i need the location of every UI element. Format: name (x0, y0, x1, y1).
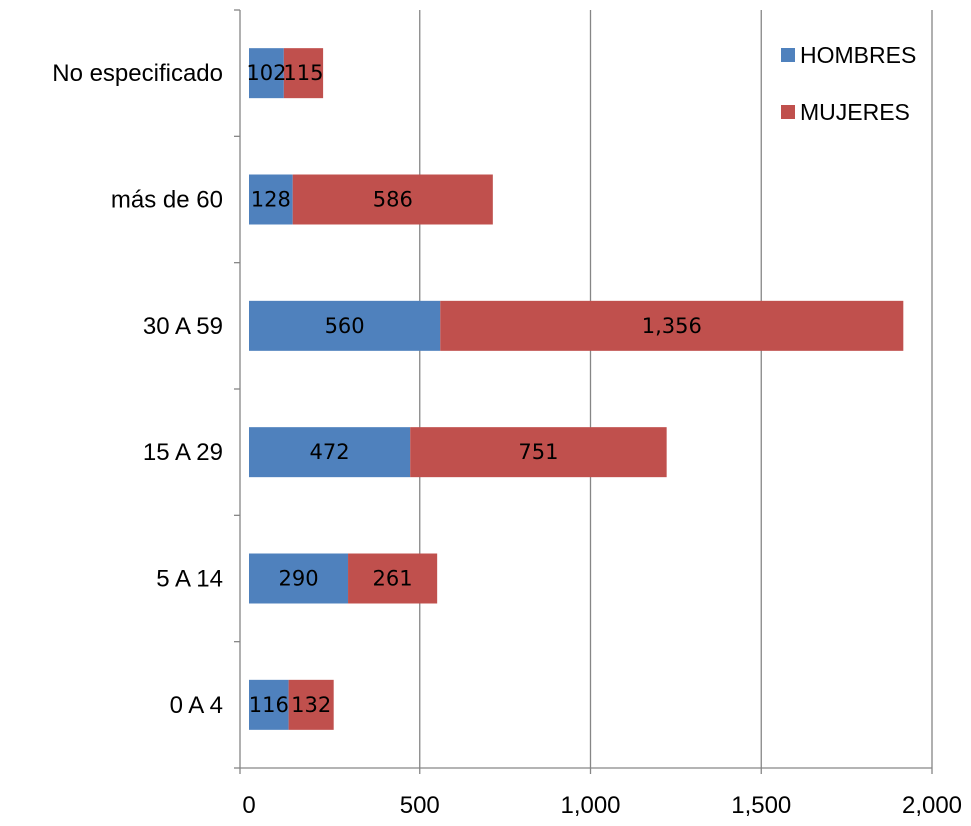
bar-hombres-5-a-14 (249, 553, 349, 604)
bar-mujeres-0-a-4 (288, 679, 334, 730)
bar-hombres-0-a-4 (249, 679, 289, 730)
y-tick-label-no-especificado: No especificado (52, 60, 223, 87)
bar-hombres-no-especificado (249, 48, 284, 99)
x-tick-label-2-000: 2,000 (902, 792, 962, 819)
data-label-hombres-mas-de-60: 128 (251, 188, 291, 212)
y-tick-label-0-a-4: 0 A 4 (170, 692, 223, 719)
y-tick-label-30-a-59: 30 A 59 (143, 313, 223, 340)
data-label-hombres-no-especificado: 102 (246, 61, 286, 85)
data-label-mujeres-0-a-4: 132 (291, 693, 331, 717)
legend-swatch-hombres (781, 48, 795, 62)
data-label-mujeres-no-especificado: 115 (283, 61, 323, 85)
data-label-hombres-5-a-14: 290 (278, 567, 318, 591)
y-tick-label-mas-de-60: más de 60 (111, 187, 223, 214)
tick-labels: 0 500 1,000 1,500 2,000 0 A 4 5 A 14 15 A 29 30 … (52, 60, 962, 819)
legend-swatch-mujeres (781, 105, 795, 119)
bar-mujeres-mas-de-60 (292, 174, 493, 225)
bar-mujeres-30-a-59 (440, 300, 904, 351)
x-tick-label-0: 0 (242, 792, 255, 819)
bar-mujeres-15-a-29 (410, 427, 667, 478)
legend-label-hombres: HOMBRES (800, 42, 916, 68)
data-label-mujeres-mas-de-60: 586 (373, 188, 413, 212)
x-tick-label-1-000: 1,000 (560, 792, 620, 819)
bar-mujeres-no-especificado (283, 48, 324, 99)
x-tick-label-500: 500 (400, 792, 440, 819)
data-label-mujeres-5-a-14: 261 (373, 567, 413, 591)
legend: HOMBRES MUJERES (781, 42, 916, 125)
bar-hombres-mas-de-60 (249, 174, 293, 225)
data-label-mujeres-15-a-29: 751 (518, 440, 558, 464)
data-label-hombres-30-a-59: 560 (325, 314, 365, 338)
y-tick-label-15-a-29: 15 A 29 (143, 439, 223, 466)
bar-hombres-15-a-29 (249, 427, 411, 478)
data-label-mujeres-30-a-59: 1,356 (642, 314, 702, 338)
gridlines (419, 10, 933, 768)
bar-hombres-30-a-59 (249, 300, 441, 351)
bars (249, 48, 904, 730)
x-tick-label-1-500: 1,500 (731, 792, 791, 819)
axes (234, 9, 933, 774)
bar-mujeres-5-a-14 (348, 553, 438, 604)
legend-label-mujeres: MUJERES (800, 99, 910, 125)
data-label-hombres-0-a-4: 116 (249, 693, 289, 717)
data-label-hombres-15-a-29: 472 (310, 440, 350, 464)
y-tick-label-5-a-14: 5 A 14 (156, 566, 223, 593)
